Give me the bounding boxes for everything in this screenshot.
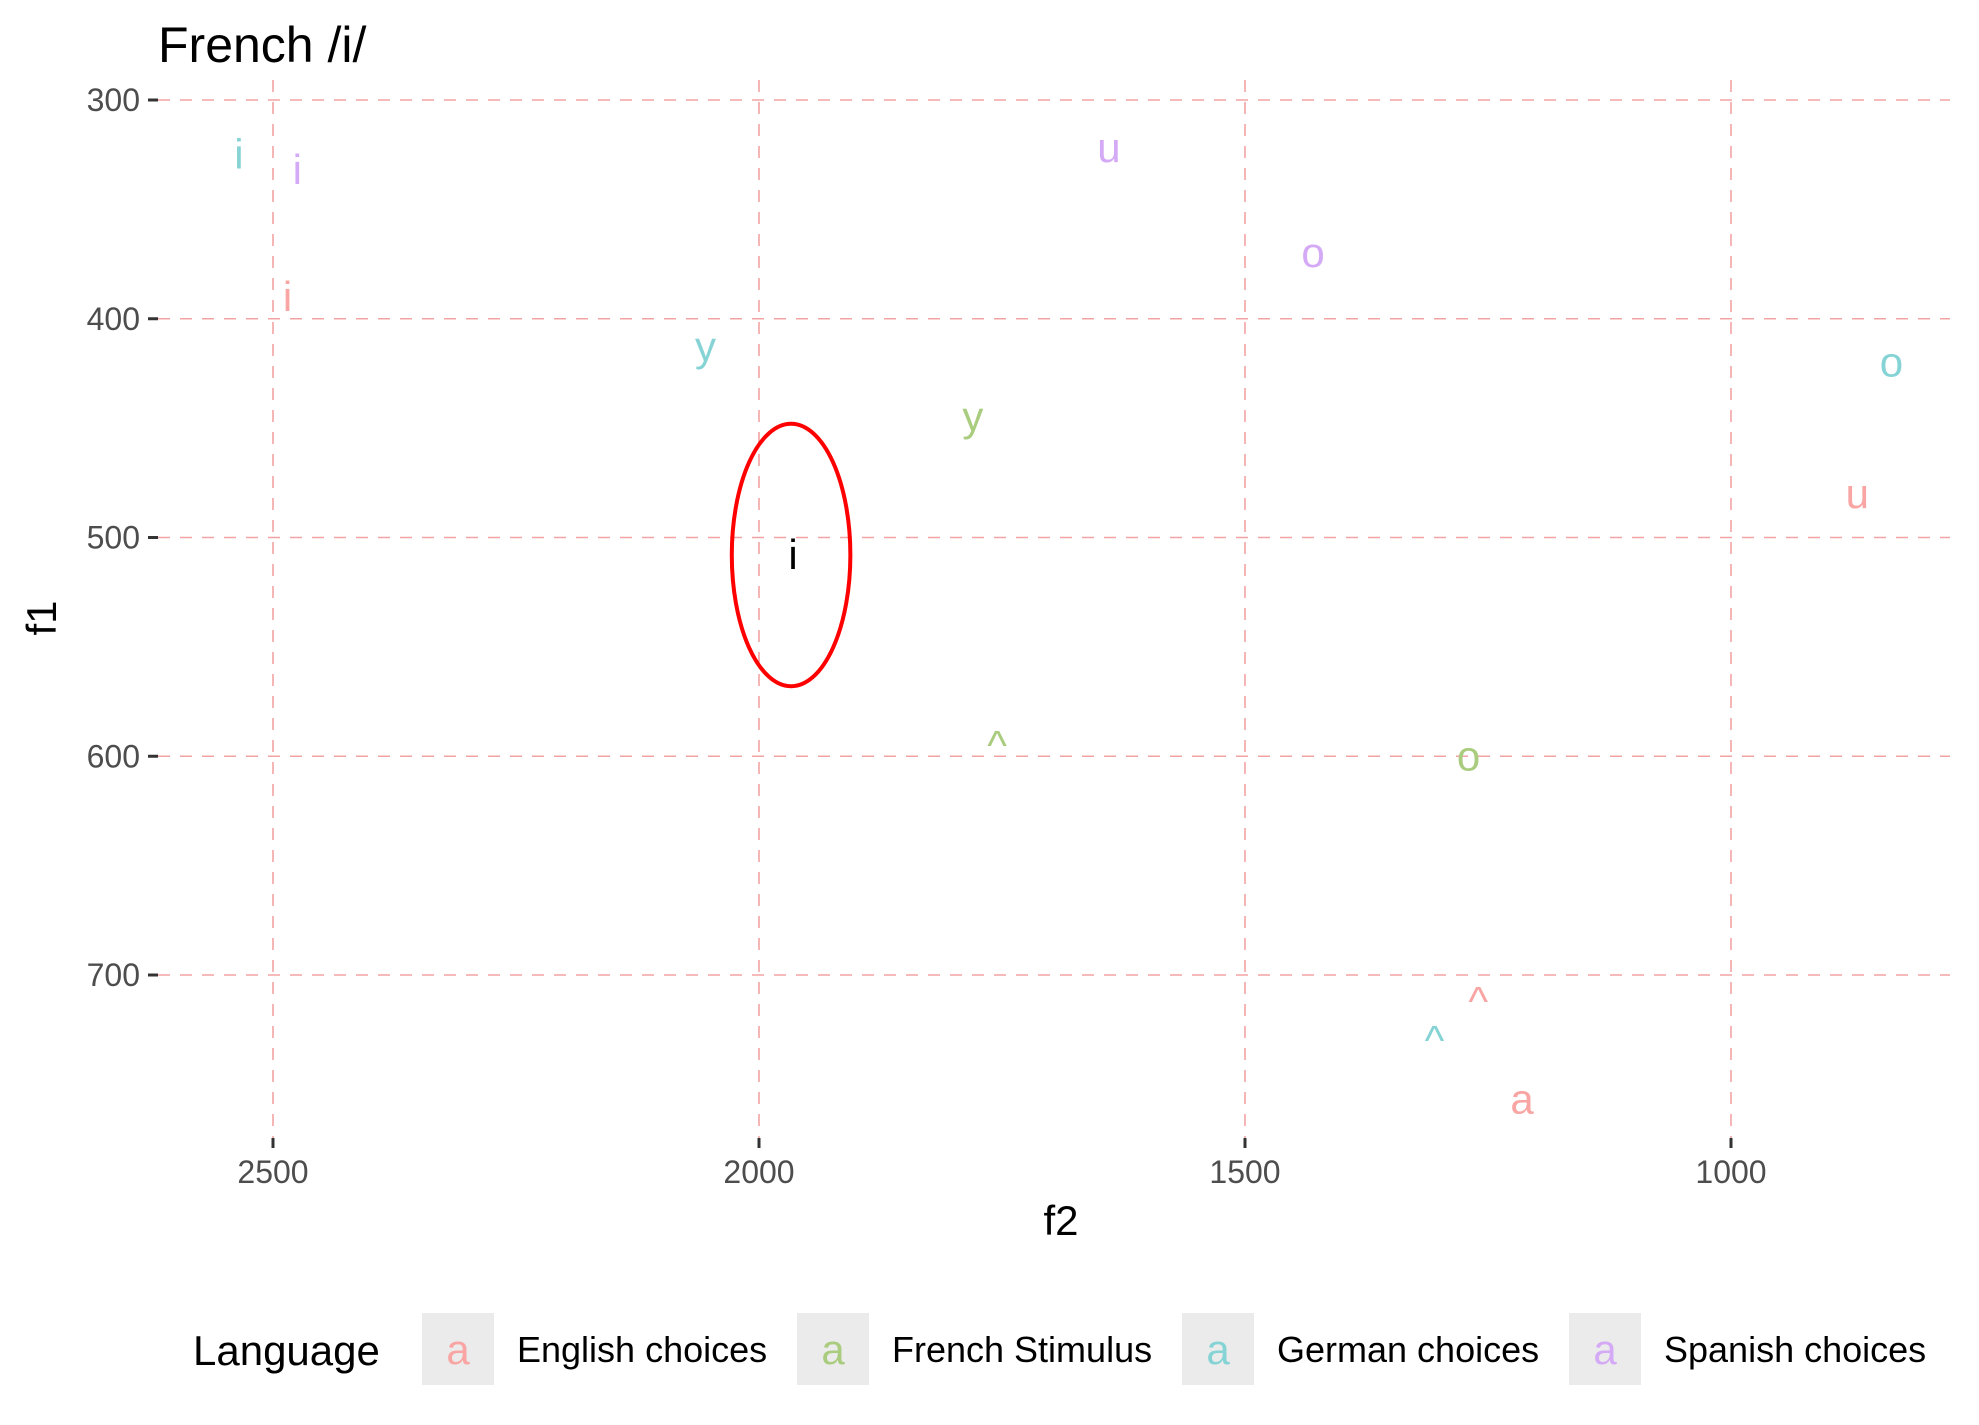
legend-key-glyph: a [446, 1326, 470, 1373]
data-point-label: a [1510, 1076, 1534, 1123]
legend-key [1182, 1313, 1254, 1385]
legend-key [1569, 1313, 1641, 1385]
x-tick-label: 1000 [1695, 1154, 1766, 1190]
legend-item: a English choices [422, 1313, 767, 1385]
grid [158, 80, 1950, 1138]
legend-label: German choices [1277, 1329, 1539, 1370]
data-point-label: y [962, 393, 983, 440]
legend-title: Language [193, 1327, 380, 1374]
y-axis: 300 400 500 600 700 [87, 82, 158, 993]
data-point-label: ^ [987, 721, 1007, 768]
data-point-label: o [1301, 229, 1324, 276]
legend-item: a French Stimulus [797, 1313, 1152, 1385]
legend-label: English choices [517, 1329, 767, 1370]
x-axis-title: f2 [1043, 1197, 1078, 1244]
data-point-label: i [293, 146, 302, 193]
x-axis: 2500 2000 1500 1000 [237, 1138, 1767, 1190]
y-tick-label: 600 [87, 738, 140, 774]
data-point-label: ^ [1425, 1017, 1445, 1064]
legend-item: a Spanish choices [1569, 1313, 1926, 1385]
y-tick-label: 300 [87, 82, 140, 118]
data-point-label: i [283, 273, 292, 320]
legend-key-glyph: a [1593, 1326, 1617, 1373]
x-tick-label: 2500 [237, 1154, 308, 1190]
data-point-label: u [1097, 124, 1120, 171]
legend-key-glyph: a [1206, 1326, 1230, 1373]
target-highlight: i [729, 421, 853, 689]
legend-key [422, 1313, 494, 1385]
data-point-label: u [1846, 470, 1869, 517]
data-point-label: o [1457, 732, 1480, 779]
legend-label: Spanish choices [1664, 1329, 1926, 1370]
x-tick-label: 1500 [1209, 1154, 1280, 1190]
data-points: i u ^ a y ^ o i y o ^ i u o [234, 124, 1903, 1123]
legend-label: French Stimulus [892, 1329, 1152, 1370]
data-point-label: y [695, 323, 716, 370]
data-point-label: ^ [1468, 977, 1488, 1024]
legend: Language a English choices a French Stimulu… [193, 1313, 1926, 1385]
x-tick-label: 2000 [723, 1154, 794, 1190]
legend-key [797, 1313, 869, 1385]
y-axis-title: f1 [18, 600, 65, 635]
y-tick-label: 400 [87, 301, 140, 337]
legend-key-glyph: a [821, 1326, 845, 1373]
legend-item: a German choices [1182, 1313, 1539, 1385]
y-tick-label: 700 [87, 957, 140, 993]
chart-title: French /i/ [158, 17, 367, 73]
highlight-ellipse [729, 421, 853, 689]
target-point-label: i [788, 531, 797, 578]
data-point-label: i [234, 131, 243, 178]
data-point-label: o [1880, 339, 1903, 386]
y-tick-label: 500 [87, 520, 140, 556]
